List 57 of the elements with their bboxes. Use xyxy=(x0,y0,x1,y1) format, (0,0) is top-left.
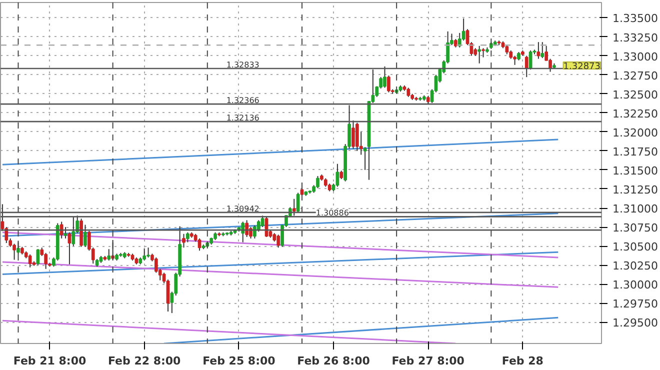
y-tick-label: 1.30000 xyxy=(612,278,658,292)
candlestick xyxy=(28,254,32,268)
ref-line-label: 1.30886 xyxy=(316,208,349,218)
y-tick-label: 1.30750 xyxy=(612,222,658,235)
ref-line-label: 1.30942 xyxy=(226,204,260,214)
candlestick xyxy=(524,55,528,78)
candlestick xyxy=(406,87,410,98)
candlestick xyxy=(276,234,280,248)
candlestick xyxy=(241,221,245,243)
y-tick-label: 1.30250 xyxy=(612,260,658,273)
candlestick xyxy=(387,75,390,93)
ref-line-label: 1.32833 xyxy=(226,60,260,70)
ref-line-label: 1.32366 xyxy=(226,96,260,106)
y-tick-label: 1.32250 xyxy=(612,107,658,120)
candlestick xyxy=(383,66,386,88)
y-tick-label: 1.32500 xyxy=(612,88,658,102)
candlestick xyxy=(352,120,355,150)
candlestick xyxy=(478,45,482,64)
candlestick xyxy=(36,248,40,266)
candlestick xyxy=(198,238,202,252)
candlestick xyxy=(540,42,544,59)
candlestick xyxy=(482,48,485,58)
candlestick xyxy=(336,163,340,188)
candlestick xyxy=(536,42,540,60)
x-tick-label: Feb 22 8:00 xyxy=(108,354,182,368)
candlestick xyxy=(146,247,150,258)
candlestick xyxy=(260,215,264,228)
y-tick-label: 1.29500 xyxy=(612,316,658,330)
candlestick xyxy=(316,176,320,189)
x-tick-label: Feb 25 8:00 xyxy=(202,354,276,368)
y-tick-label: 1.31000 xyxy=(612,202,658,216)
y-tick-label: 1.31500 xyxy=(612,164,658,178)
candlestick xyxy=(142,248,146,262)
y-tick-label: 1.30500 xyxy=(612,240,658,254)
candlestick xyxy=(363,146,367,170)
y-tick-label: 1.33000 xyxy=(612,50,658,64)
x-tick-label: Feb 28 xyxy=(502,354,544,368)
x-tick-label: Feb 26 8:00 xyxy=(297,354,370,368)
y-tick-label: 1.33250 xyxy=(612,31,658,44)
candlestick xyxy=(84,224,87,248)
candlestick xyxy=(256,220,260,232)
y-tick-label: 1.32000 xyxy=(612,126,658,140)
candlestick xyxy=(292,198,296,216)
y-tick-label: 1.29750 xyxy=(612,298,658,311)
candlestick xyxy=(60,221,64,239)
y-tick-label: 1.31750 xyxy=(612,145,658,158)
ref-line-label: 1.32136 xyxy=(226,114,260,123)
y-tick-label: 1.33500 xyxy=(612,12,658,26)
candlestick xyxy=(68,232,72,265)
y-tick-label: 1.32750 xyxy=(612,69,658,82)
x-tick-label: Feb 21 8:00 xyxy=(13,354,86,368)
annotation: 1.32873 xyxy=(563,62,600,72)
y-tick-label: 1.31250 xyxy=(612,183,658,196)
x-tick-label: Feb 27 8:00 xyxy=(392,354,465,368)
candlestick xyxy=(64,226,68,239)
candlestick xyxy=(107,248,111,262)
candlestick xyxy=(355,122,359,152)
